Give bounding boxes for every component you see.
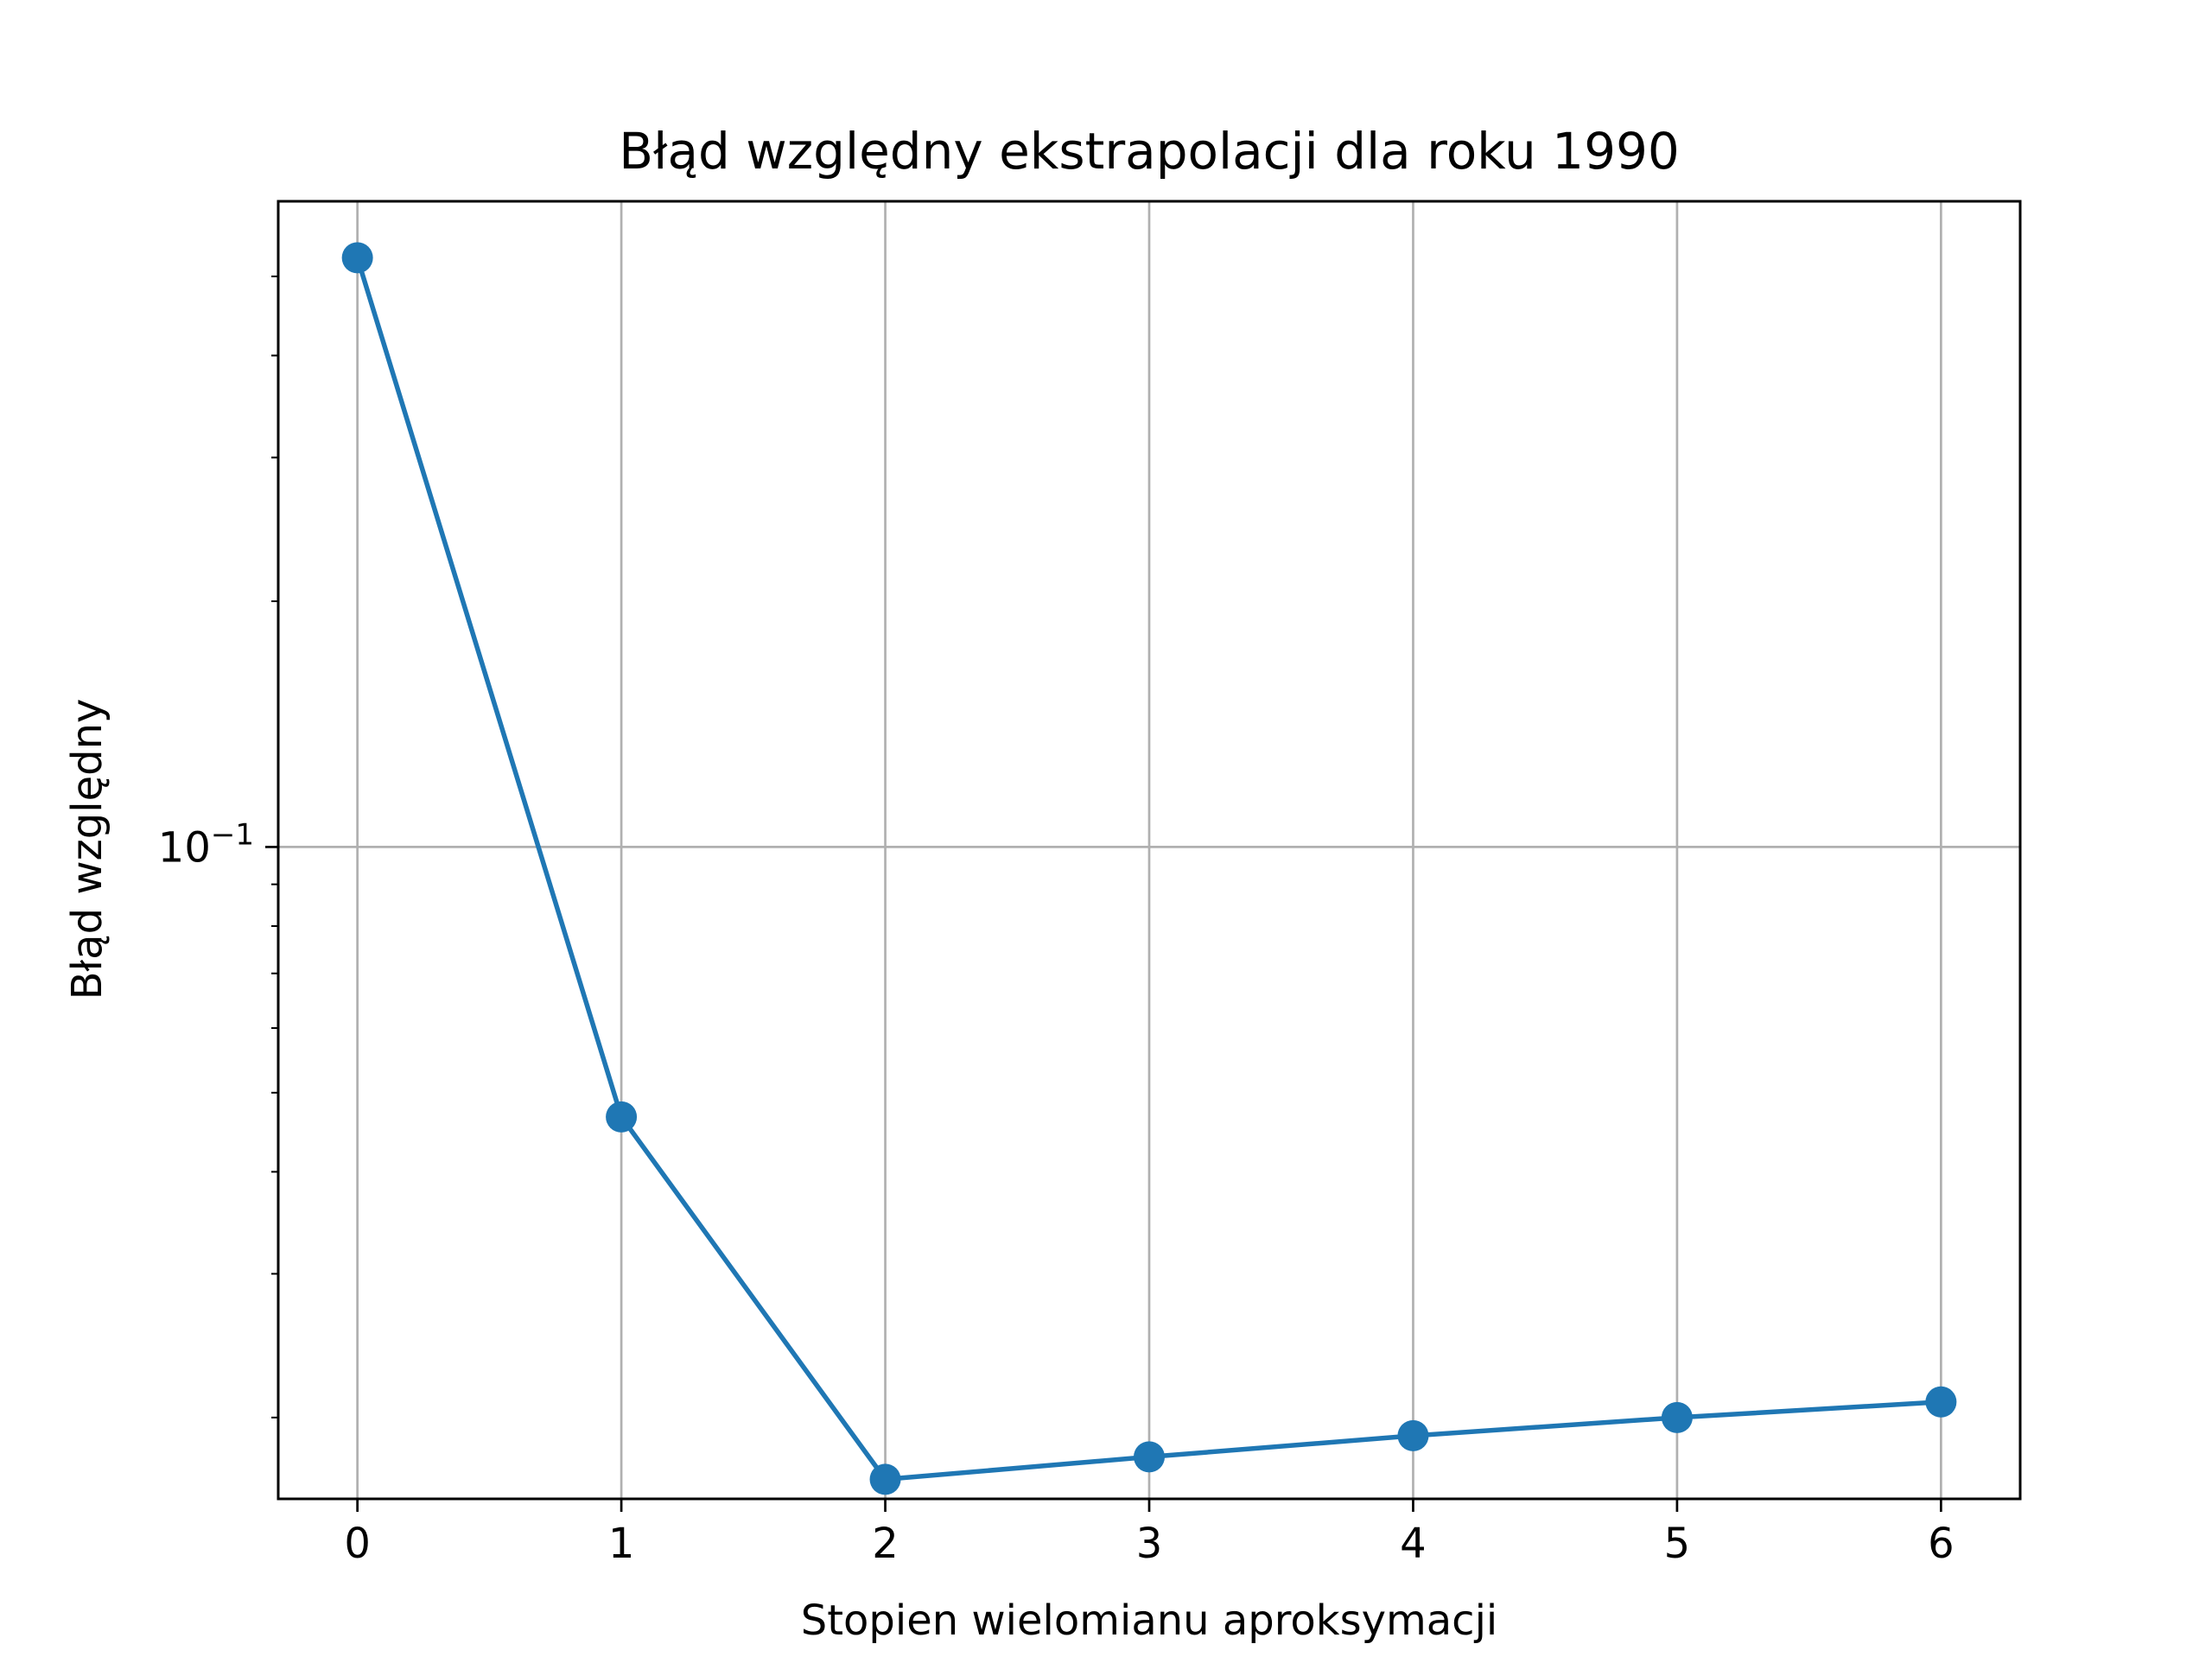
x-tick-label: 3 — [1136, 1520, 1163, 1568]
x-axis-label: Stopien wielomianu aproksymacji — [801, 1596, 1497, 1645]
x-tick-label: 2 — [872, 1520, 899, 1568]
x-tick-label: 6 — [1928, 1520, 1955, 1568]
grid-layer — [278, 201, 2020, 1499]
x-tick-label: 0 — [344, 1520, 371, 1568]
chart-title: Błąd względny ekstrapolacji dla roku 199… — [619, 122, 1680, 181]
data-point — [606, 1101, 638, 1133]
data-point — [341, 242, 373, 274]
y-axis-label: Błąd względny — [63, 699, 111, 1000]
data-point — [1925, 1386, 1957, 1418]
tick-layer: 0 1 2 3 4 5 6 10−1 — [158, 275, 1955, 1568]
x-tick-label: 5 — [1664, 1520, 1691, 1568]
data-point — [1134, 1441, 1165, 1473]
data-point — [869, 1463, 901, 1495]
series-layer — [341, 242, 1957, 1495]
y-tick-label-exponent: −1 — [211, 817, 254, 852]
data-point — [1397, 1419, 1429, 1451]
data-point — [1661, 1401, 1693, 1433]
y-tick-label: 10−1 — [158, 817, 254, 872]
x-tick-label: 4 — [1400, 1520, 1427, 1568]
y-tick-label-base: 10 — [158, 823, 211, 872]
x-tick-label: 1 — [608, 1520, 635, 1568]
